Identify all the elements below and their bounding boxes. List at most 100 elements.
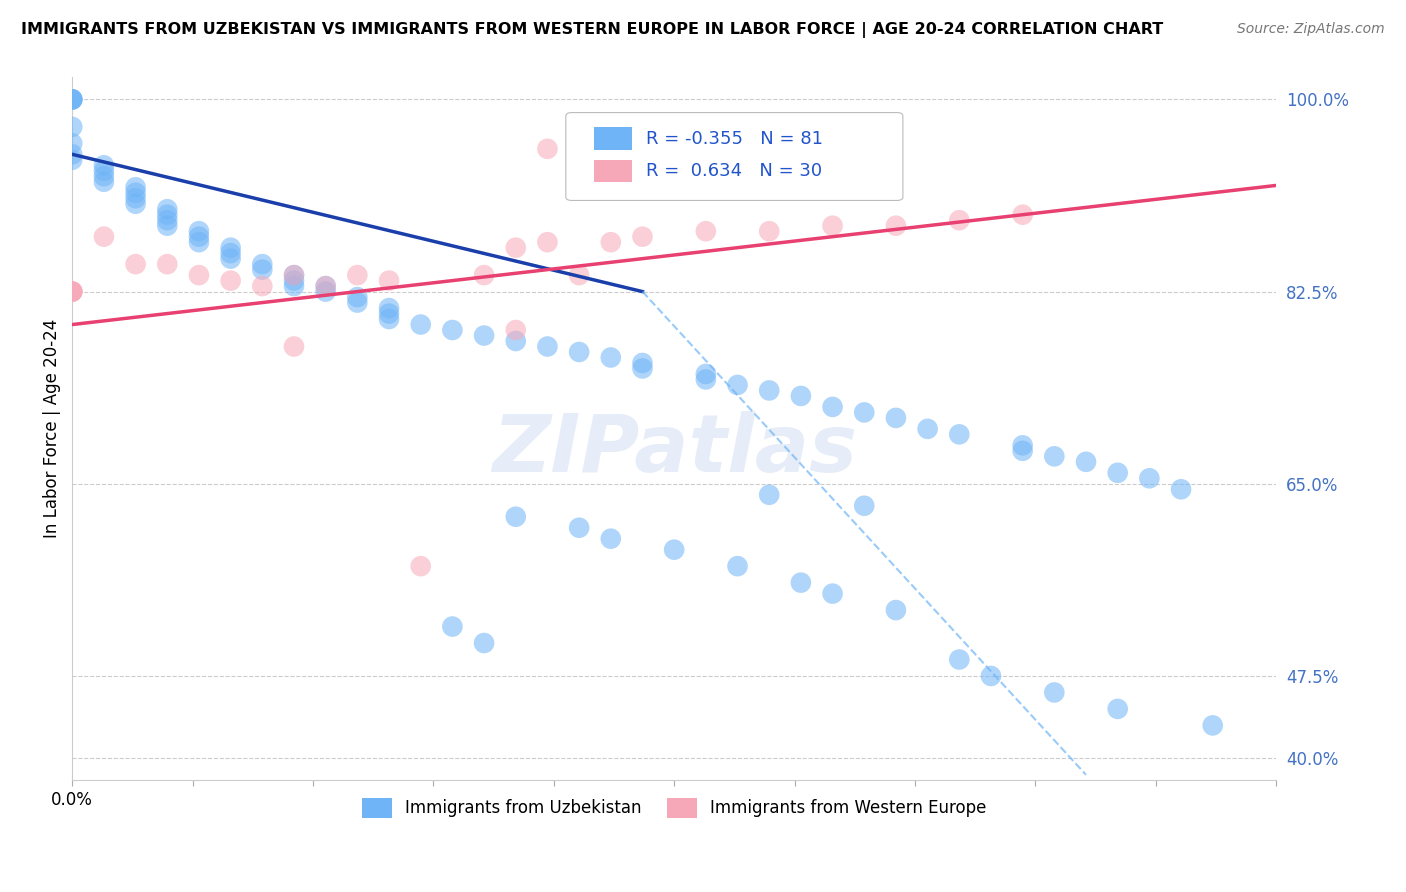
- Point: [472, 328, 495, 343]
- Point: [60, 285, 83, 299]
- Point: [188, 229, 211, 244]
- Point: [505, 334, 527, 348]
- Point: [378, 307, 401, 321]
- Point: [441, 619, 464, 633]
- Point: [1011, 208, 1033, 222]
- Point: [505, 241, 527, 255]
- Point: [252, 257, 274, 271]
- Point: [1043, 450, 1066, 464]
- Point: [346, 290, 368, 304]
- Point: [188, 268, 211, 282]
- Point: [631, 356, 654, 370]
- Y-axis label: In Labor Force | Age 20-24: In Labor Force | Age 20-24: [44, 319, 60, 539]
- Point: [599, 351, 621, 365]
- Point: [219, 274, 242, 288]
- Point: [472, 268, 495, 282]
- Point: [758, 224, 780, 238]
- Point: [758, 488, 780, 502]
- Point: [60, 285, 83, 299]
- Point: [252, 262, 274, 277]
- Point: [409, 559, 432, 574]
- Point: [156, 213, 179, 227]
- Point: [917, 422, 939, 436]
- Text: ZIPatlas: ZIPatlas: [492, 411, 856, 489]
- Point: [93, 158, 115, 172]
- Point: [93, 229, 115, 244]
- Point: [472, 636, 495, 650]
- Point: [631, 229, 654, 244]
- Point: [821, 586, 844, 600]
- Point: [662, 542, 685, 557]
- Text: R = -0.355   N = 81: R = -0.355 N = 81: [647, 129, 824, 147]
- Point: [93, 163, 115, 178]
- Point: [853, 405, 876, 419]
- Point: [60, 285, 83, 299]
- Point: [536, 235, 558, 249]
- Point: [505, 509, 527, 524]
- Point: [124, 196, 146, 211]
- Point: [156, 202, 179, 217]
- Text: R =  0.634   N = 30: R = 0.634 N = 30: [647, 162, 823, 180]
- Point: [315, 285, 337, 299]
- Point: [1011, 438, 1033, 452]
- Point: [1170, 483, 1192, 497]
- Point: [536, 142, 558, 156]
- Point: [884, 219, 907, 233]
- Point: [821, 219, 844, 233]
- Point: [124, 191, 146, 205]
- Point: [60, 136, 83, 151]
- FancyBboxPatch shape: [565, 112, 903, 201]
- Point: [1074, 455, 1097, 469]
- Point: [60, 92, 83, 106]
- Point: [60, 92, 83, 106]
- Point: [156, 219, 179, 233]
- Point: [536, 339, 558, 353]
- Point: [695, 372, 717, 386]
- Point: [1043, 685, 1066, 699]
- Point: [219, 241, 242, 255]
- Point: [695, 367, 717, 381]
- Point: [60, 285, 83, 299]
- Point: [599, 235, 621, 249]
- Point: [219, 252, 242, 266]
- Point: [283, 274, 305, 288]
- Text: IMMIGRANTS FROM UZBEKISTAN VS IMMIGRANTS FROM WESTERN EUROPE IN LABOR FORCE | AG: IMMIGRANTS FROM UZBEKISTAN VS IMMIGRANTS…: [21, 22, 1163, 38]
- Bar: [593, 128, 633, 150]
- Legend: Immigrants from Uzbekistan, Immigrants from Western Europe: Immigrants from Uzbekistan, Immigrants f…: [356, 791, 993, 825]
- Point: [884, 603, 907, 617]
- Point: [727, 378, 749, 392]
- Point: [60, 92, 83, 106]
- Point: [695, 224, 717, 238]
- Point: [821, 400, 844, 414]
- Point: [1107, 466, 1129, 480]
- Point: [378, 301, 401, 315]
- Point: [378, 312, 401, 326]
- Point: [283, 279, 305, 293]
- Point: [378, 274, 401, 288]
- Point: [219, 246, 242, 260]
- Point: [441, 323, 464, 337]
- Point: [948, 213, 970, 227]
- Point: [156, 208, 179, 222]
- Point: [599, 532, 621, 546]
- Point: [568, 345, 591, 359]
- Point: [60, 92, 83, 106]
- Point: [568, 521, 591, 535]
- Point: [1202, 718, 1225, 732]
- Point: [93, 175, 115, 189]
- Point: [60, 120, 83, 134]
- Point: [631, 361, 654, 376]
- Point: [60, 153, 83, 167]
- Point: [188, 224, 211, 238]
- Point: [283, 339, 305, 353]
- Point: [60, 147, 83, 161]
- Point: [1107, 702, 1129, 716]
- Point: [948, 652, 970, 666]
- Point: [853, 499, 876, 513]
- Point: [1011, 443, 1033, 458]
- Point: [315, 279, 337, 293]
- Bar: [593, 160, 633, 182]
- Point: [790, 389, 813, 403]
- Text: Source: ZipAtlas.com: Source: ZipAtlas.com: [1237, 22, 1385, 37]
- Point: [283, 268, 305, 282]
